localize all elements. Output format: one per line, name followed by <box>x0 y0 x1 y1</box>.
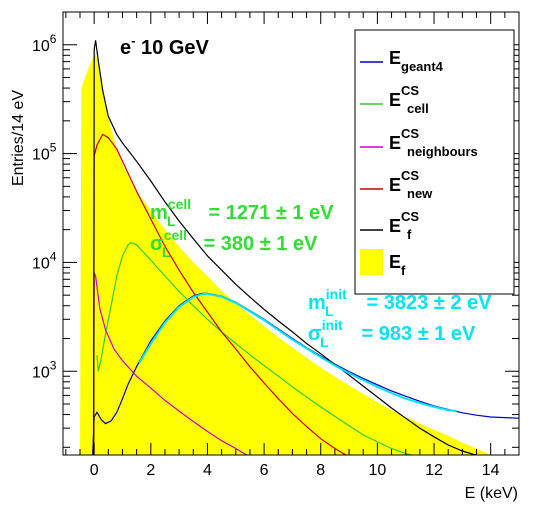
annotation-init-mean: minit L = 3823 ± 2 eV <box>308 286 492 319</box>
chart-title: e- 10 GeV <box>120 33 210 59</box>
x-tick-label: 0 <box>90 462 99 479</box>
legend-label-geant4: Egeant4 <box>389 48 444 74</box>
y-tick-label: 104 <box>32 249 57 272</box>
plot-frame <box>62 11 520 456</box>
x-tick-label: 12 <box>425 462 443 479</box>
annotation-init-sigma: σinit L = 983 ± 1 eV <box>308 317 476 350</box>
legend-label-cell: ECS cell <box>389 83 429 116</box>
x-tick-label: 8 <box>316 462 325 479</box>
x-tick-label: 2 <box>146 462 155 479</box>
x-tick-label: 4 <box>203 462 212 479</box>
x-axis-title: E (keV) <box>465 485 518 502</box>
annotation-cell-sigma: σcell L = 380 ± 1 eV <box>150 227 318 260</box>
series-e-f <box>80 54 491 455</box>
series-layer <box>80 40 519 455</box>
legend: Egeant4 ECS cell ECS neighbours ECS new ECS f Ef <box>354 29 515 295</box>
y-axis-title: Entries/14 eV <box>10 90 27 186</box>
x-tick-label: 6 <box>260 462 269 479</box>
y-tick-label: 105 <box>32 141 57 164</box>
legend-label-neighbours: ECS neighbours <box>389 126 478 159</box>
series-e-cell-cs <box>96 241 412 455</box>
annotation-cell-mean: mcell L = 1271 ± 1 eV <box>150 196 334 229</box>
y-tick-label: 106 <box>32 32 57 55</box>
x-tick-label: 14 <box>482 462 500 479</box>
series-e-neighbours-cs <box>93 272 248 455</box>
legend-label-new: ECS new <box>389 168 433 201</box>
legend-label-fcs: ECS f <box>389 209 419 242</box>
x-tick-label: 10 <box>368 462 386 479</box>
y-tick-label: 103 <box>32 358 57 381</box>
series-e-f-cs <box>93 40 477 455</box>
series-e-init-fit <box>138 292 457 413</box>
legend-label-f: Ef <box>389 252 406 278</box>
series-e-new-cs <box>93 133 347 455</box>
axis-layer: 0 2 4 6 8 10 12 14 103 104 105 106 <box>32 11 520 479</box>
legend-swatch-f <box>360 249 383 275</box>
